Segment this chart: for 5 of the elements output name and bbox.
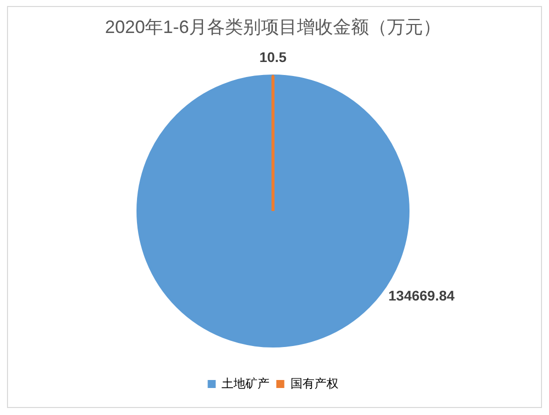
- legend-label: 土地矿产: [222, 376, 270, 390]
- legend-label: 国有产权: [290, 376, 338, 390]
- chart-title: 2020年1-6月各类别项目增收金额（万元）: [104, 16, 442, 37]
- data-label: 134669.84: [388, 287, 455, 304]
- data-label: 10.5: [259, 48, 287, 65]
